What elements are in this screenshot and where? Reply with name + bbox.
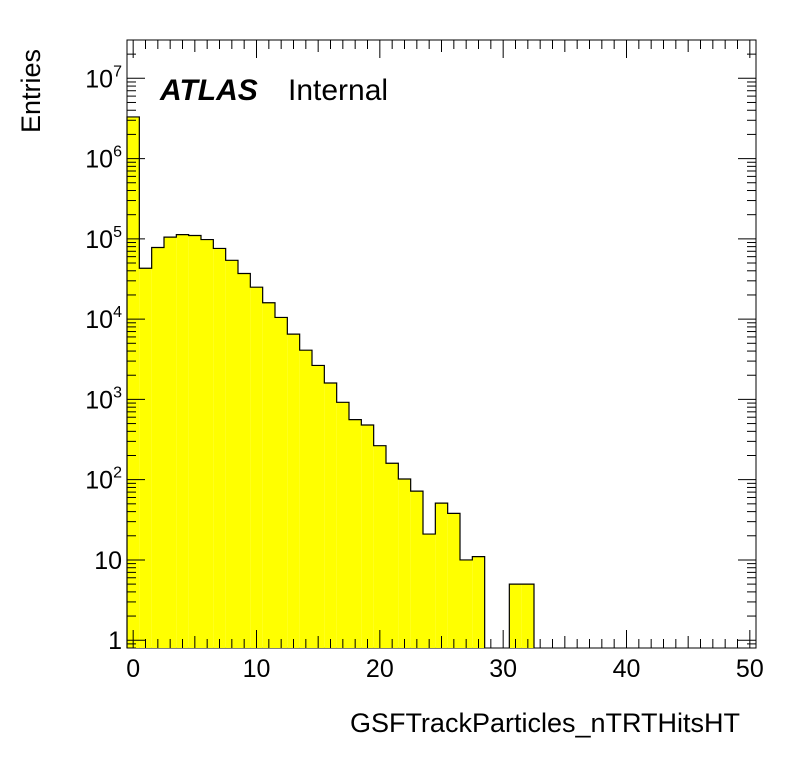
- histogram-bar: [238, 273, 251, 648]
- histogram-bar: [127, 116, 140, 648]
- x-tick-label: 10: [243, 655, 271, 683]
- x-tick-label: 30: [489, 655, 517, 683]
- histogram-bar: [386, 463, 399, 648]
- atlas-label: ATLAS: [159, 74, 258, 107]
- histogram-bar: [447, 513, 460, 648]
- y-tick-label: 104: [85, 304, 122, 334]
- histogram-bar: [201, 239, 214, 649]
- histogram-bar: [164, 237, 177, 648]
- histogram-bar: [435, 503, 448, 648]
- histogram-bar: [225, 260, 238, 648]
- histogram-bar: [361, 424, 374, 648]
- x-tick-labels: 0 10 20 30 40 50: [126, 655, 764, 683]
- y-tick-label: 10: [94, 547, 122, 575]
- histogram-bar: [509, 584, 522, 648]
- histogram-bar: [349, 419, 362, 648]
- y-tick-label: 103: [85, 384, 122, 414]
- histogram-bar: [410, 491, 423, 648]
- histogram-bar: [324, 383, 337, 648]
- histogram-bar: [373, 445, 386, 648]
- histogram-bar: [250, 287, 263, 648]
- x-tick-label: 50: [736, 655, 764, 683]
- histogram-bar: [213, 248, 226, 649]
- y-tick-label: 105: [85, 224, 122, 254]
- histogram-bar: [299, 350, 312, 648]
- y-tick-label: 107: [85, 63, 122, 93]
- histogram-outline: [126, 116, 535, 648]
- histogram-bar: [262, 302, 275, 648]
- histogram-bar: [176, 234, 189, 648]
- histogram-bar: [398, 478, 411, 648]
- histogram-bar: [188, 235, 201, 649]
- x-tick-label: 0: [126, 655, 140, 683]
- histogram-bar: [460, 559, 473, 648]
- histogram-bar: [312, 365, 325, 648]
- histogram-bar: [275, 317, 288, 648]
- y-axis-title: Entries: [16, 49, 46, 133]
- y-tick-label: 106: [85, 144, 122, 174]
- histogram-bar: [472, 556, 485, 648]
- bars-layer: [127, 116, 534, 649]
- internal-label: Internal: [288, 74, 388, 107]
- y-tick-label: 1: [108, 627, 122, 655]
- x-axis-title: GSFTrackParticles_nTRTHitsHT: [350, 708, 740, 738]
- y-tick-label: 102: [85, 465, 122, 495]
- x-tick-label: 40: [613, 655, 641, 683]
- y-tick-labels: 1 10 102 103 104 105 106 107: [85, 63, 122, 655]
- histogram-bar: [336, 402, 349, 648]
- histogram-bar: [151, 247, 164, 649]
- ticks-layer: [127, 39, 756, 649]
- histogram-bar: [287, 334, 300, 648]
- x-tick-label: 20: [366, 655, 394, 683]
- histogram-bar: [139, 268, 152, 648]
- histogram-bar: [423, 534, 436, 648]
- histogram-bar: [521, 584, 534, 648]
